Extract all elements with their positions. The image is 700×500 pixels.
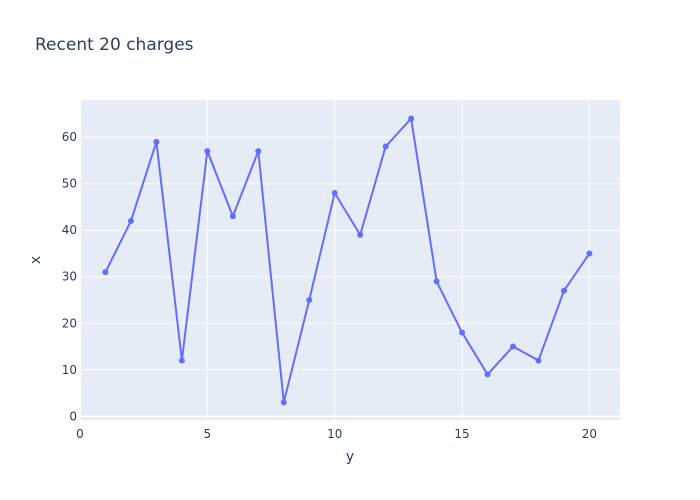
y-axis-title: x <box>28 256 44 264</box>
y-tick-label: 30 <box>62 270 77 284</box>
data-point <box>229 213 236 220</box>
data-point <box>204 148 211 155</box>
data-point <box>178 357 185 364</box>
data-point <box>306 297 313 303</box>
x-tick-label: 10 <box>327 427 342 441</box>
y-tick-label: 40 <box>62 223 77 237</box>
data-point <box>510 343 517 350</box>
data-point <box>586 250 593 257</box>
y-tick-label: 0 <box>69 409 77 423</box>
data-point <box>357 231 364 238</box>
plot-area <box>80 100 620 420</box>
data-point <box>331 190 338 197</box>
y-tick-labels: 0 10 20 30 40 50 60 <box>62 130 77 423</box>
series-group <box>102 115 593 406</box>
x-tick-label: 0 <box>76 427 84 441</box>
data-point <box>153 138 160 145</box>
x-tick-label: 20 <box>582 427 597 441</box>
data-point <box>280 399 287 406</box>
series-line <box>104 117 591 404</box>
data-point <box>433 278 440 285</box>
data-point <box>484 371 491 378</box>
data-point <box>255 148 262 155</box>
y-tick-label: 20 <box>62 316 77 330</box>
x-tick-labels: 0 5 10 15 20 <box>76 427 597 441</box>
gridlines <box>79 100 620 420</box>
y-tick-label: 50 <box>62 177 77 191</box>
x-tick-label: 5 <box>204 427 212 441</box>
data-point <box>459 329 466 336</box>
data-point <box>560 287 567 294</box>
y-tick-label: 10 <box>62 363 77 377</box>
data-point <box>102 269 109 276</box>
chart-title: Recent 20 charges <box>35 35 194 55</box>
x-tick-label: 15 <box>454 427 469 441</box>
data-point <box>127 217 134 224</box>
y-tick-label: 60 <box>62 130 77 144</box>
data-point <box>408 115 415 122</box>
x-axis-title: y <box>346 449 354 465</box>
data-point <box>535 357 542 364</box>
data-point <box>382 143 389 150</box>
